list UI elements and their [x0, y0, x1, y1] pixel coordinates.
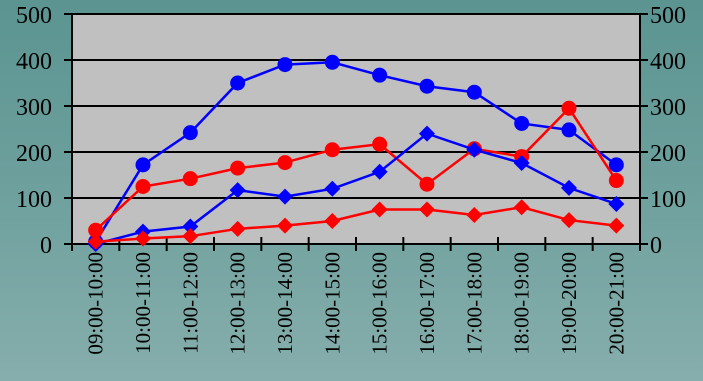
- data-point-diamond: [87, 233, 104, 250]
- data-point-diamond: [513, 155, 530, 172]
- data-point-diamond: [324, 180, 341, 197]
- y-axis-right-labels: 0 100 200 300 400 500: [650, 3, 686, 259]
- series-line: [95, 132, 617, 246]
- series-layer: [87, 54, 625, 252]
- data-point-diamond: [513, 199, 530, 216]
- x-tick-label: 20:00-21:00: [604, 252, 628, 355]
- data-point-circle: [135, 157, 151, 173]
- series-1: [88, 54, 624, 250]
- x-tick-label: 17:00-18:00: [462, 252, 486, 355]
- data-point-diamond: [608, 195, 625, 212]
- y-tick-label-right: 500: [650, 3, 686, 29]
- y-tick-label-right: 200: [650, 141, 686, 167]
- y-tick-label-left: 0: [40, 233, 52, 259]
- x-tick-label: 16:00-17:00: [415, 252, 439, 355]
- x-tick-label: 14:00-15:00: [320, 252, 344, 355]
- data-point-circle: [419, 176, 435, 192]
- x-axis-labels: 09:00-10:00 10:00-11:00 11:00-12:00 12:00-1…: [84, 252, 629, 355]
- y-tick-label-right: 300: [650, 95, 686, 121]
- data-point-circle: [230, 160, 246, 176]
- y-tick-label-left: 500: [16, 3, 52, 29]
- data-point-diamond: [182, 228, 199, 245]
- data-point-circle: [135, 179, 151, 194]
- data-point-circle: [419, 78, 435, 94]
- y-tick-label-right: 0: [650, 233, 662, 259]
- data-point-diamond: [419, 201, 435, 218]
- data-point-circle: [277, 155, 293, 171]
- series-line: [95, 205, 617, 243]
- data-point-circle: [324, 142, 340, 158]
- data-point-diamond: [277, 188, 293, 205]
- data-point-circle: [182, 171, 198, 187]
- series-4: [87, 199, 625, 250]
- data-point-circle: [608, 157, 624, 173]
- y-tick-label-left: 200: [16, 141, 52, 167]
- x-tick-label: 15:00-16:00: [368, 252, 392, 355]
- data-point-diamond: [419, 125, 435, 142]
- y-tick-label-right: 100: [650, 187, 686, 213]
- data-point-diamond: [466, 207, 483, 224]
- data-point-diamond: [371, 201, 388, 218]
- axes: [71, 14, 641, 251]
- y-axis-left-labels: 0 100 200 300 400 500: [16, 3, 52, 259]
- y-tick-label-left: 100: [16, 187, 52, 213]
- data-point-diamond: [561, 179, 577, 196]
- x-tick-label: 18:00-19:00: [510, 252, 534, 355]
- y-tick-label-right: 400: [650, 49, 686, 75]
- data-point-circle: [561, 122, 577, 138]
- data-point-diamond: [229, 182, 246, 199]
- data-point-diamond: [277, 217, 293, 234]
- series-line: [94, 106, 618, 232]
- y-tick-label-left: 300: [16, 95, 52, 121]
- data-point-circle: [561, 100, 577, 116]
- data-point-diamond: [371, 163, 388, 180]
- data-point-diamond: [466, 141, 483, 158]
- data-point-diamond: [135, 230, 151, 247]
- data-point-diamond: [608, 217, 625, 234]
- data-point-circle: [608, 173, 624, 189]
- data-point-circle: [88, 222, 104, 238]
- y-tick-label-left: 400: [16, 49, 52, 75]
- series-line: [94, 61, 618, 243]
- data-point-circle: [182, 125, 198, 141]
- data-point-circle: [466, 84, 482, 100]
- data-point-diamond: [324, 213, 341, 229]
- data-point-circle: [324, 54, 340, 70]
- data-point-circle: [372, 136, 388, 152]
- x-tick-label: 19:00-20:00: [557, 252, 581, 355]
- x-tick-label: 09:00-10:00: [84, 252, 108, 355]
- x-tick-label: 13:00-14:00: [273, 252, 297, 355]
- x-tick-label: 12:00-13:00: [226, 252, 250, 355]
- plot-area: [72, 14, 640, 244]
- x-tick-label: 11:00-12:00: [178, 252, 202, 354]
- data-point-diamond: [182, 218, 199, 235]
- data-point-circle: [230, 75, 246, 91]
- x-tick-label: 10:00-11:00: [131, 252, 155, 354]
- data-point-circle: [514, 115, 530, 131]
- data-point-diamond: [229, 220, 246, 237]
- data-point-circle: [277, 57, 293, 73]
- data-point-circle: [372, 67, 388, 83]
- data-point-diamond: [561, 212, 577, 229]
